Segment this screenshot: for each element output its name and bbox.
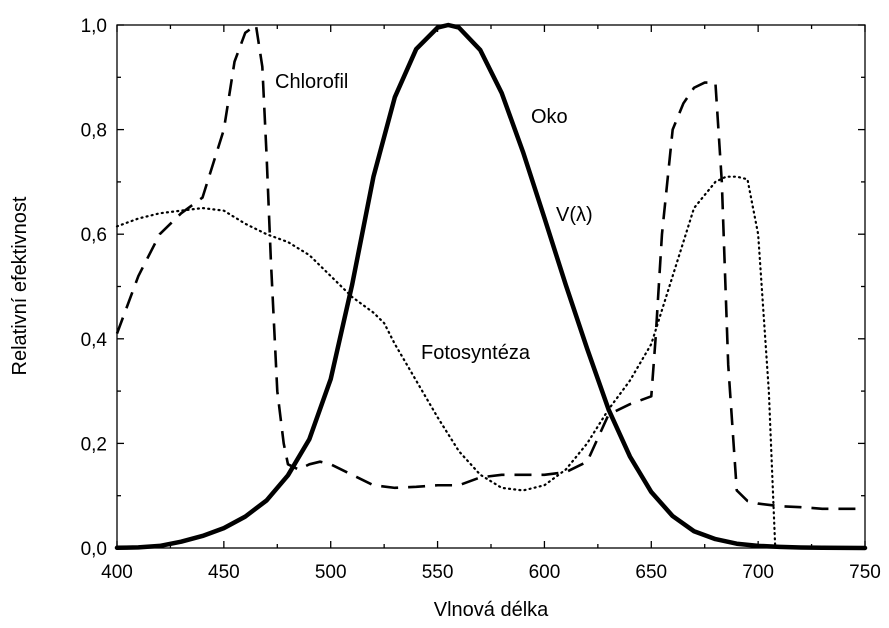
plot-area: 400 450 500 550 600 650 700 750 0,0 0,2 0,4 0,6 0,8 1… xyxy=(81,16,881,583)
series-line-chlorofil xyxy=(115,23,865,511)
x-tick-label: 550 xyxy=(422,562,454,583)
series-line-oko xyxy=(114,22,868,551)
x-tick-label: 400 xyxy=(101,562,133,583)
series-layer xyxy=(114,22,868,551)
series-line-fotosynteza xyxy=(115,175,777,550)
y-tick-label: 0,4 xyxy=(81,330,108,351)
y-tick-label: 1,0 xyxy=(81,16,107,37)
annotation-v-lambda: V(λ) xyxy=(556,204,593,226)
y-tick-label: 0,2 xyxy=(81,434,107,455)
x-axis-title: Vlnová délka xyxy=(434,599,549,621)
x-tick-label: 600 xyxy=(529,562,561,583)
y-tick-label: 0,0 xyxy=(81,539,107,560)
y-axis-title: Relativní efektivnost xyxy=(9,196,31,375)
x-tick-label: 750 xyxy=(849,562,881,583)
plot-frame xyxy=(116,24,866,549)
x-tick-label: 450 xyxy=(208,562,240,583)
y-tick-label: 0,6 xyxy=(81,225,107,246)
annotation-chlorofil: Chlorofil xyxy=(275,71,348,93)
annotation-fotosynteza: Fotosyntéza xyxy=(421,342,531,364)
x-tick-label: 650 xyxy=(635,562,667,583)
x-tick-label: 700 xyxy=(742,562,774,583)
annotation-oko: Oko xyxy=(531,106,568,128)
y-tick-label: 0,8 xyxy=(81,121,107,142)
tick-layer: 400 450 500 550 600 650 700 750 0,0 0,2 0,4 0,6 0,8 1… xyxy=(81,16,881,583)
x-tick-label: 500 xyxy=(315,562,347,583)
